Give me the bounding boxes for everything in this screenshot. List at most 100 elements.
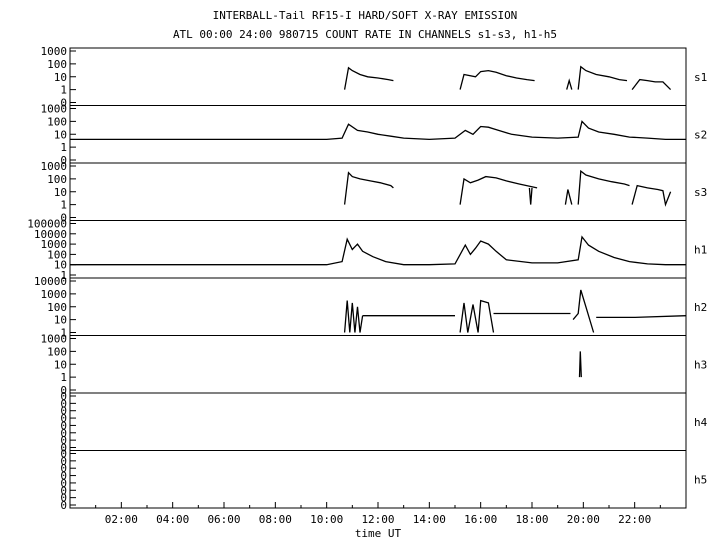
x-tick-label: 18:00 <box>515 513 548 526</box>
y-tick-label-h1: 1000 <box>41 238 68 251</box>
channel-label-h3: h3 <box>694 358 707 371</box>
series-line-s3-2 <box>528 187 533 205</box>
x-tick-label: 06:00 <box>207 513 240 526</box>
panel-frame-s1 <box>69 47 687 106</box>
y-tick-label-h3: 0 <box>60 384 67 397</box>
channel-label-h2: h2 <box>694 301 707 314</box>
y-tick-label-h5: 0 <box>60 499 67 512</box>
series-line-s3-4 <box>577 169 630 205</box>
y-tick-label-s3: 100 <box>47 173 67 186</box>
y-tick-label-h5: 0 <box>60 462 67 475</box>
x-tick-label: 02:00 <box>105 513 138 526</box>
series-line-h2-4 <box>572 289 595 333</box>
y-tick-label-s2: 0 <box>60 154 67 167</box>
x-tick-label: 08:00 <box>259 513 292 526</box>
y-tick-label-h4: 0 <box>60 397 67 410</box>
series-line-s3-5 <box>631 184 672 207</box>
y-tick-label-h4: 0 <box>60 412 67 425</box>
y-tick-label-h1: 100000 <box>27 218 67 231</box>
panel-frame-h3 <box>69 335 687 394</box>
y-tick-label-s3: 1000 <box>41 160 68 173</box>
series-line-s1-3 <box>577 65 628 90</box>
y-tick-label-h5: 0 <box>60 492 67 505</box>
panel-frame-s3 <box>69 162 687 221</box>
y-tick-label-s1: 10 <box>54 71 67 84</box>
chart-subtitle: ATL 00:00 24:00 980715 COUNT RATE IN CHA… <box>173 28 557 41</box>
y-tick-label-h1: 10000 <box>34 228 67 241</box>
y-tick-label-h1: 100 <box>47 248 67 261</box>
x-tick-label: 04:00 <box>156 513 189 526</box>
y-tick-label-s1: 1000 <box>41 45 68 58</box>
y-tick-label-s2: 1000 <box>41 103 68 116</box>
x-axis: 02:00 04:00 06:00 08:00 10:00 12:00 14:00 16:00… <box>95 502 661 526</box>
y-tick-label-h4: 0 <box>60 427 67 440</box>
y-tick-label-s2: 1 <box>60 141 67 154</box>
y-tick-label-s3: 10 <box>54 186 67 199</box>
y-tick-label-h4: 0 <box>60 419 67 432</box>
y-tick-label-h5: 0 <box>60 448 67 461</box>
channel-label-s2: s2 <box>694 128 707 141</box>
channel-label-h4: h4 <box>694 416 708 429</box>
x-tick-label: 16:00 <box>464 513 497 526</box>
y-tick-label-h4: 0 <box>60 442 67 455</box>
y-tick-label-h4: 0 <box>60 405 67 418</box>
series-line-s3-3 <box>564 189 573 205</box>
x-tick-label: 20:00 <box>567 513 600 526</box>
series-line-s3-0 <box>343 171 394 205</box>
y-tick-label-h5: 0 <box>60 455 67 468</box>
series-line-s1-1 <box>459 69 535 90</box>
x-tick-label: 22:00 <box>618 513 651 526</box>
y-tick-label-h4: 0 <box>60 390 67 403</box>
y-tick-label-s1: 100 <box>47 58 67 71</box>
panel-frame-h5 <box>69 450 687 509</box>
y-tick-label-h2: 100 <box>47 301 67 314</box>
y-tick-label-h1: 10 <box>54 259 67 272</box>
y-tick-label-h2: 1 <box>60 327 67 340</box>
y-tick-label-h2: 1000 <box>41 288 68 301</box>
series-line-h2-0 <box>343 300 364 333</box>
y-tick-label-s2: 100 <box>47 115 67 128</box>
y-tick-label-h3: 1 <box>60 371 67 384</box>
channel-label-s1: s1 <box>694 71 707 84</box>
y-tick-label-s3: 0 <box>60 212 67 225</box>
series-line-s3-1 <box>459 175 538 205</box>
y-tick-label-h2: 10000 <box>34 275 67 288</box>
panel-frame-h1 <box>69 220 687 279</box>
x-axis-label: time UT <box>355 527 402 540</box>
y-tick-label-s1: 0 <box>60 97 67 110</box>
channel-label-s3: s3 <box>694 186 707 199</box>
x-tick-label: 14:00 <box>413 513 446 526</box>
series-line-h2-5 <box>596 315 687 319</box>
y-tick-label-h3: 100 <box>47 345 67 358</box>
x-tick-label: 10:00 <box>310 513 343 526</box>
y-tick-label-s3: 1 <box>60 199 67 212</box>
y-tick-label-h2: 10 <box>54 314 67 327</box>
y-tick-label-h3: 10 <box>54 358 67 371</box>
y-tick-label-h1: 1 <box>60 269 67 282</box>
y-tick-label-s1: 1 <box>60 84 67 97</box>
y-tick-label-h5: 0 <box>60 484 67 497</box>
y-tick-label-h4: 0 <box>60 434 67 447</box>
chart-title: INTERBALL-Tail RF15-I HARD/SOFT X-RAY EM… <box>213 9 518 22</box>
series-line-h2-2 <box>459 299 495 333</box>
panel-frame-h2 <box>69 277 687 336</box>
series-line-s1-0 <box>343 66 394 90</box>
channel-label-h1: h1 <box>694 243 707 256</box>
y-tick-label-s2: 10 <box>54 128 67 141</box>
x-tick-label: 12:00 <box>361 513 394 526</box>
panel-frame-h4 <box>69 392 687 451</box>
series-line-h3-0 <box>578 351 582 378</box>
series-line-s2-0 <box>70 120 686 141</box>
y-tick-label-h5: 0 <box>60 477 67 490</box>
series-line-h1-0 <box>70 235 686 266</box>
channel-label-h5: h5 <box>694 473 707 486</box>
series-line-s1-4 <box>631 78 672 91</box>
